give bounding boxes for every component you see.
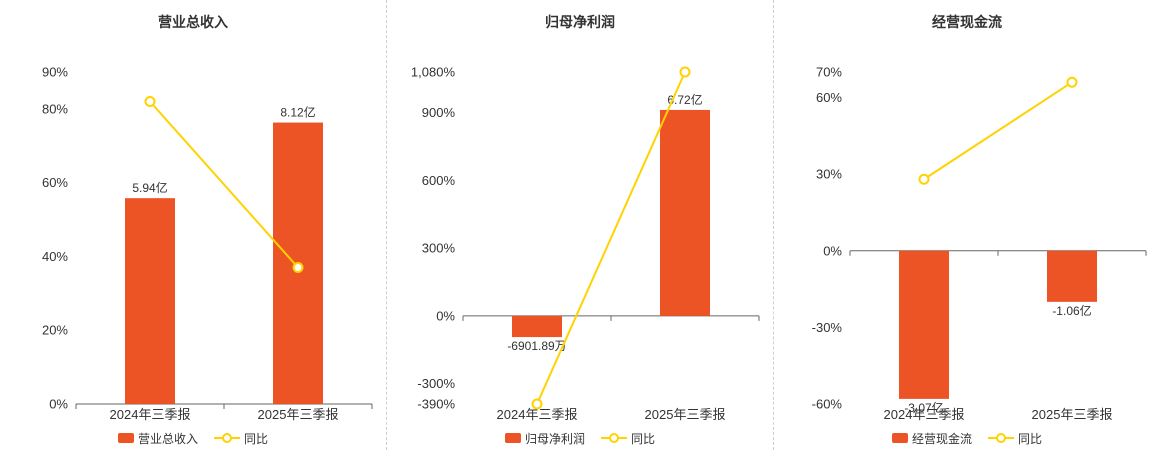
legend-item-cashflow-bar[interactable]: 经营现金流 xyxy=(891,430,972,447)
svg-text:900%: 900% xyxy=(422,105,456,120)
svg-text:300%: 300% xyxy=(422,241,456,256)
svg-text:5.94亿: 5.94亿 xyxy=(132,180,167,195)
svg-text:1,080%: 1,080% xyxy=(411,65,456,80)
line-dot-icon xyxy=(222,433,232,443)
svg-text:-30%: -30% xyxy=(812,320,843,335)
svg-text:90%: 90% xyxy=(42,65,68,80)
line-dot-icon xyxy=(609,433,619,443)
bar-swatch-icon xyxy=(891,433,908,443)
svg-text:20%: 20% xyxy=(42,323,68,338)
legend-item-net-profit-yoy[interactable]: 同比 xyxy=(601,430,655,447)
svg-text:-1.06亿: -1.06亿 xyxy=(1052,303,1091,318)
net-profit-chart-title: 归母净利润 xyxy=(545,14,615,30)
revenue-chart-title: 营业总收入 xyxy=(158,14,228,30)
svg-text:0%: 0% xyxy=(49,397,68,412)
svg-text:70%: 70% xyxy=(816,65,842,80)
panel-cashflow: 经营现金流 -60% -30% 0% 30% 60% 70% -3.07亿 -1.06亿 202… xyxy=(773,0,1160,450)
svg-text:60%: 60% xyxy=(816,90,842,105)
svg-text:0%: 0% xyxy=(823,243,842,258)
bar-swatch-icon xyxy=(117,433,134,443)
svg-text:2024年三季报: 2024年三季报 xyxy=(110,407,191,422)
panel-revenue: 营业总收入 0% 20% 40% 60% 80% 90% 5.94亿 8.12亿 2024年三季… xyxy=(0,0,386,450)
legend-label: 同比 xyxy=(1018,431,1043,446)
line-dot-icon xyxy=(996,433,1006,443)
svg-text:2025年三季报: 2025年三季报 xyxy=(258,407,339,422)
svg-text:0%: 0% xyxy=(436,308,455,323)
cashflow-chart: -60% -30% 0% 30% 60% 70% -3.07亿 -1.06亿 2024年三季报 2… xyxy=(812,65,1147,422)
bar-swatch-icon xyxy=(504,433,521,443)
svg-text:2025年三季报: 2025年三季报 xyxy=(1032,407,1113,422)
net-profit-chart: -390% -300% 0% 300% 600% 900% 1,080% -6901.89万 6… xyxy=(411,65,760,422)
legend-item-cashflow-yoy[interactable]: 同比 xyxy=(988,430,1042,447)
svg-text:-3.07亿: -3.07亿 xyxy=(904,400,943,415)
legend-item-revenue-bar[interactable]: 营业总收入 xyxy=(117,430,198,447)
legend-item-revenue-yoy[interactable]: 同比 xyxy=(214,430,268,447)
svg-text:600%: 600% xyxy=(422,173,456,188)
line-marker-icon xyxy=(601,433,627,443)
svg-text:2024年三季报: 2024年三季报 xyxy=(884,407,965,422)
legend-label: 同比 xyxy=(631,431,656,446)
revenue-legend: 营业总收入 同比 xyxy=(0,428,386,448)
svg-text:2024年三季报: 2024年三季报 xyxy=(497,407,578,422)
svg-text:6.72亿: 6.72亿 xyxy=(667,92,702,107)
panel-net-profit: 归母净利润 -390% -300% 0% 300% 600% 900% 1,080% -690… xyxy=(386,0,773,450)
line-marker-icon xyxy=(988,433,1014,443)
legend-label: 同比 xyxy=(244,431,269,446)
svg-text:-390%: -390% xyxy=(417,397,455,412)
svg-text:60%: 60% xyxy=(42,175,68,190)
revenue-chart: 0% 20% 40% 60% 80% 90% 5.94亿 8.12亿 2024年三季报 2025年… xyxy=(42,65,373,422)
svg-text:-300%: -300% xyxy=(417,376,455,391)
svg-text:2025年三季报: 2025年三季报 xyxy=(645,407,726,422)
svg-text:8.12亿: 8.12亿 xyxy=(280,105,315,120)
net-profit-legend: 归母净利润 同比 xyxy=(387,428,773,448)
cashflow-chart-title: 经营现金流 xyxy=(932,14,1002,30)
svg-text:-60%: -60% xyxy=(812,397,843,412)
legend-label: 归母净利润 xyxy=(524,431,585,446)
cashflow-legend: 经营现金流 同比 xyxy=(774,428,1160,448)
legend-label: 营业总收入 xyxy=(137,431,198,446)
svg-text:80%: 80% xyxy=(42,101,68,116)
svg-text:40%: 40% xyxy=(42,249,68,264)
svg-text:-6901.89万: -6901.89万 xyxy=(507,339,566,353)
legend-item-net-profit-bar[interactable]: 归母净利润 xyxy=(504,430,585,447)
line-marker-icon xyxy=(214,433,240,443)
legend-label: 经营现金流 xyxy=(911,431,972,446)
svg-text:30%: 30% xyxy=(816,167,842,182)
